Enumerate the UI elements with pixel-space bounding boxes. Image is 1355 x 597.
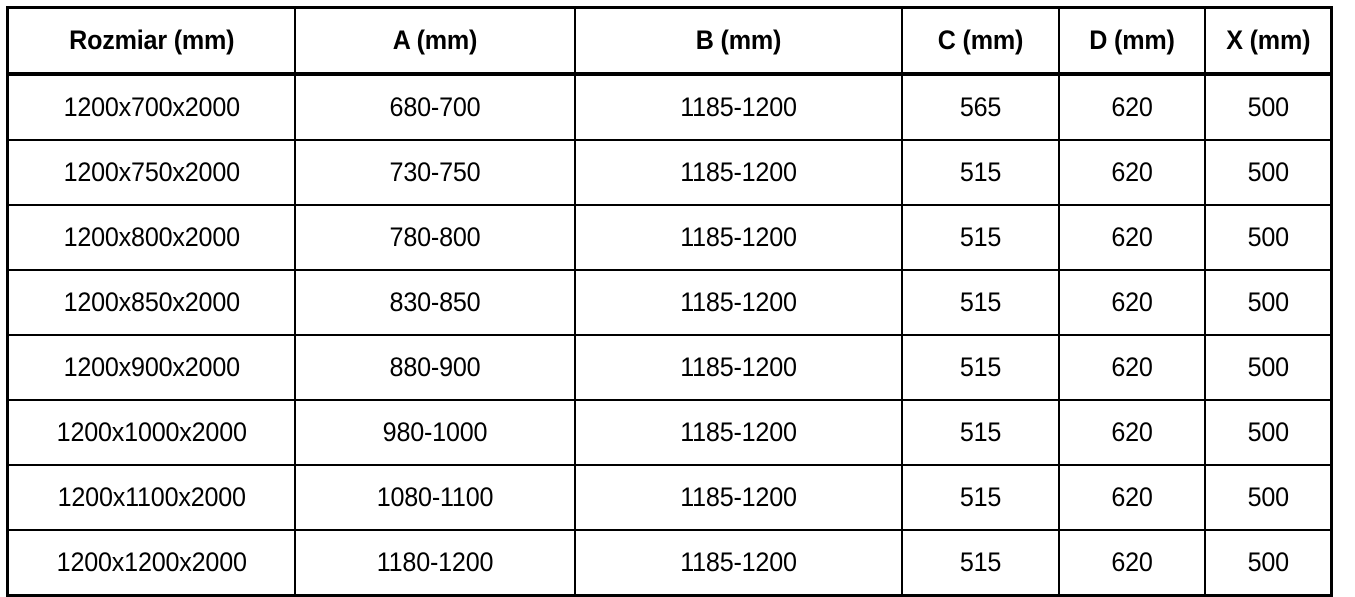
cell-c: 515 [906,334,1054,401]
cell-b: 1185-1200 [585,399,891,466]
cell-size: 1200x900x2000 [16,334,286,401]
cell-a: 730-750 [303,139,566,206]
cell-x: 500 [1208,139,1328,206]
cell-size: 1200x700x2000 [16,73,286,141]
table-header-row: Rozmiar (mm) A (mm) B (mm) C (mm) D (mm) X (m… [8,6,1332,76]
cell-x: 500 [1208,73,1328,141]
cell-size: 1200x1100x2000 [16,464,286,531]
cell-x: 500 [1208,529,1328,597]
table-row: 1200x750x2000 730-750 1185-1200 515 620 500 [8,139,1332,206]
cell-c: 515 [906,399,1054,466]
table-body: 1200x700x2000 680-700 1185-1200 565 620 500 12… [8,73,1332,597]
column-header-a: A (mm) [303,6,566,76]
table-header: Rozmiar (mm) A (mm) B (mm) C (mm) D (mm) X (m… [8,6,1332,76]
cell-b: 1185-1200 [585,73,891,141]
cell-b: 1185-1200 [585,139,891,206]
cell-d: 620 [1062,269,1201,336]
cell-a: 780-800 [303,204,566,271]
table-row: 1200x900x2000 880-900 1185-1200 515 620 500 [8,334,1332,401]
column-header-x: X (mm) [1208,6,1328,76]
cell-a: 880-900 [303,334,566,401]
cell-x: 500 [1208,334,1328,401]
cell-a: 1180-1200 [303,529,566,597]
cell-x: 500 [1208,269,1328,336]
cell-size: 1200x1000x2000 [16,399,286,466]
cell-b: 1185-1200 [585,334,891,401]
cell-a: 1080-1100 [303,464,566,531]
cell-c: 515 [906,464,1054,531]
cell-a: 830-850 [303,269,566,336]
cell-b: 1185-1200 [585,269,891,336]
table-row: 1200x700x2000 680-700 1185-1200 565 620 500 [8,73,1332,141]
cell-b: 1185-1200 [585,464,891,531]
cell-b: 1185-1200 [585,529,891,597]
cell-c: 515 [906,529,1054,597]
cell-a: 680-700 [303,73,566,141]
cell-d: 620 [1062,73,1201,141]
table-row: 1200x1100x2000 1080-1100 1185-1200 515 620 50… [8,464,1332,531]
cell-d: 620 [1062,139,1201,206]
cell-c: 515 [906,139,1054,206]
cell-size: 1200x1200x2000 [16,529,286,597]
column-header-size: Rozmiar (mm) [16,6,286,76]
cell-size: 1200x800x2000 [16,204,286,271]
cell-x: 500 [1208,399,1328,466]
table-row: 1200x850x2000 830-850 1185-1200 515 620 500 [8,269,1332,336]
dimensions-specification-table: Rozmiar (mm) A (mm) B (mm) C (mm) D (mm) X (m… [6,6,1333,597]
column-header-d: D (mm) [1062,6,1201,76]
cell-c: 515 [906,269,1054,336]
cell-d: 620 [1062,399,1201,466]
cell-a: 980-1000 [303,399,566,466]
column-header-b: B (mm) [585,6,891,76]
cell-size: 1200x750x2000 [16,139,286,206]
table-row: 1200x1000x2000 980-1000 1185-1200 515 620 500 [8,399,1332,466]
table-row: 1200x1200x2000 1180-1200 1185-1200 515 620 50… [8,529,1332,597]
table-row: 1200x800x2000 780-800 1185-1200 515 620 500 [8,204,1332,271]
cell-d: 620 [1062,529,1201,597]
cell-d: 620 [1062,204,1201,271]
cell-b: 1185-1200 [585,204,891,271]
cell-x: 500 [1208,204,1328,271]
cell-c: 565 [906,73,1054,141]
cell-x: 500 [1208,464,1328,531]
cell-size: 1200x850x2000 [16,269,286,336]
cell-d: 620 [1062,464,1201,531]
cell-d: 620 [1062,334,1201,401]
column-header-c: C (mm) [906,6,1054,76]
cell-c: 515 [906,204,1054,271]
